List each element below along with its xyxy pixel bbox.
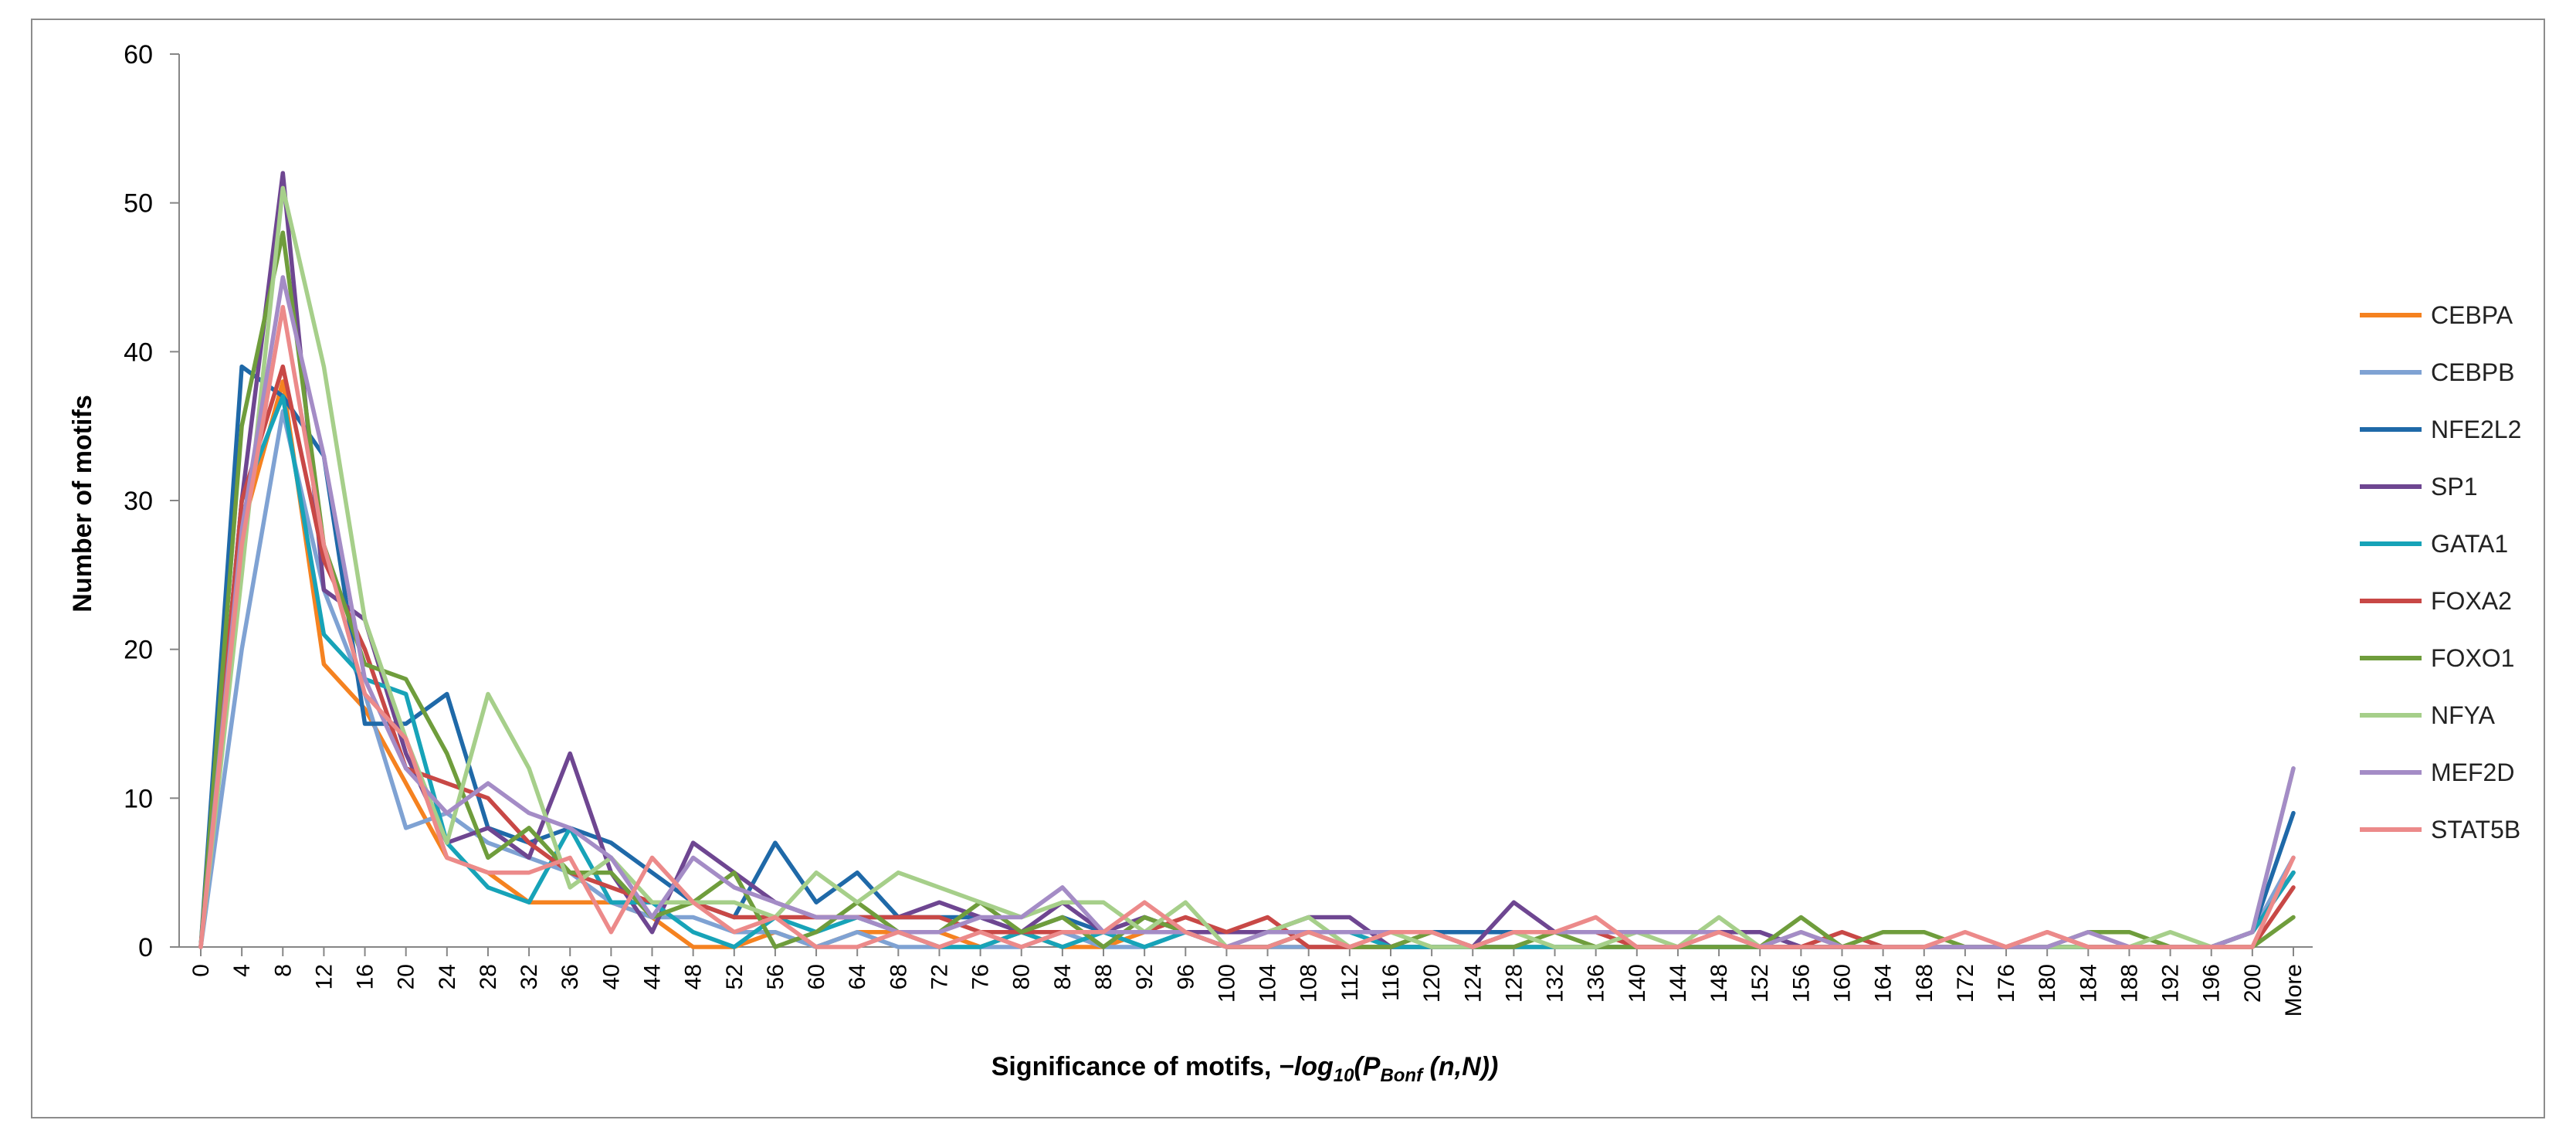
- series-line-cebpa: [198, 379, 2296, 949]
- legend-label-nfe2l2: NFE2L2: [2431, 416, 2521, 443]
- x-axis-title-formula: −log: [1279, 1052, 1334, 1081]
- series-line-sp1: [198, 171, 2296, 949]
- x-tick-label: 192: [2158, 964, 2184, 1003]
- x-tick-label: 12: [311, 964, 337, 989]
- series-line-cebpb: [198, 409, 2296, 949]
- x-tick-label: 144: [1666, 964, 1691, 1003]
- x-tick-label: 64: [845, 964, 870, 989]
- x-tick-label: 36: [558, 964, 583, 989]
- y-tick-label: 60: [124, 40, 153, 70]
- x-axis-title: Significance of motifs, −log10(PBonf (n,…: [991, 1052, 1499, 1086]
- legend-label-nfya: NFYA: [2431, 701, 2496, 729]
- series-line-foxo1: [198, 230, 2296, 949]
- x-tick-label: 28: [476, 964, 501, 989]
- y-tick-label: 50: [124, 189, 153, 219]
- series-line-foxa2: [198, 364, 2296, 949]
- x-tick-label: 136: [1584, 964, 1609, 1003]
- x-tick-label: 164: [1871, 964, 1896, 1003]
- legend-label-stat5b: STAT5B: [2431, 816, 2520, 843]
- x-tick-label: More: [2281, 964, 2307, 1017]
- x-tick-label: 160: [1829, 964, 1855, 1003]
- x-tick-label: 76: [968, 964, 994, 989]
- x-axis: 0 4 8 12 16 20 24 28 32 36 40 44 48 52 56 60 64 68 72 76 80 8…: [179, 946, 2313, 1017]
- x-axis-title-subscript: Bonf: [1380, 1065, 1424, 1086]
- x-tick-label: 56: [763, 964, 788, 989]
- x-tick-label: 184: [2076, 964, 2101, 1003]
- x-tick-label: 92: [1132, 964, 1158, 989]
- series-line-nfe2l2: [198, 364, 2296, 949]
- y-axis: 0 10 20 30 40 50 60: [124, 40, 180, 962]
- legend-label-cebpb: CEBPB: [2431, 358, 2514, 386]
- x-tick-label: 72: [927, 964, 952, 989]
- y-axis-title: Number of motifs: [68, 395, 97, 612]
- x-tick-label: 120: [1419, 964, 1445, 1003]
- x-tick-label: 104: [1256, 964, 1281, 1003]
- x-tick-label: 24: [435, 964, 460, 989]
- x-tick-label: 196: [2199, 964, 2225, 1003]
- x-tick-label: 124: [1460, 964, 1486, 1003]
- x-tick-label: 48: [681, 964, 707, 989]
- chart-frame: [31, 19, 2545, 1118]
- x-tick-label: 172: [1953, 964, 1978, 1003]
- x-tick-label: 80: [1009, 964, 1035, 989]
- x-tick-label: 116: [1378, 964, 1404, 1001]
- x-axis-title-close: (n,N)): [1422, 1052, 1498, 1081]
- series-line-nfya: [198, 185, 2296, 949]
- x-tick-label: 132: [1543, 964, 1568, 1003]
- x-tick-label: 40: [598, 964, 624, 989]
- x-tick-label: 8: [270, 964, 296, 977]
- x-tick-label: 52: [722, 964, 747, 989]
- x-axis-title-prefix: Significance of motifs,: [991, 1052, 1279, 1081]
- legend: CEBPA CEBPB NFE2L2 SP1 GATA1 FOXA2 FOXO1 NFYA ME…: [2360, 301, 2521, 843]
- x-tick-label: 168: [1912, 964, 1937, 1003]
- x-axis-title-open: (P: [1354, 1052, 1380, 1081]
- y-tick-label: 30: [124, 487, 153, 516]
- x-tick-label: 200: [2240, 964, 2266, 1003]
- legend-label-mef2d: MEF2D: [2431, 759, 2514, 786]
- series-lines: [198, 171, 2296, 949]
- x-tick-label: 176: [1994, 964, 2019, 1003]
- series-line-gata1: [198, 394, 2296, 949]
- legend-label-cebpa: CEBPA: [2431, 301, 2513, 329]
- series-line-stat5b: [198, 304, 2296, 949]
- x-tick-label: 156: [1788, 964, 1814, 1003]
- x-tick-label: 20: [394, 964, 419, 989]
- x-tick-label: 152: [1747, 964, 1773, 1003]
- series-line-mef2d: [198, 275, 2296, 949]
- x-axis-title-log-base: 10: [1334, 1065, 1354, 1086]
- y-tick-label: 20: [124, 636, 153, 665]
- x-tick-label: 148: [1707, 964, 1732, 1003]
- x-tick-label: 128: [1501, 964, 1527, 1003]
- x-tick-label: 16: [353, 964, 378, 989]
- x-tick-label: 68: [886, 964, 911, 989]
- y-tick-label: 10: [124, 784, 153, 813]
- x-tick-label: 96: [1173, 964, 1198, 989]
- x-tick-label: 180: [2035, 964, 2060, 1003]
- legend-label-sp1: SP1: [2431, 473, 2477, 501]
- legend-label-foxa2: FOXA2: [2431, 587, 2512, 615]
- x-tick-label: 188: [2117, 964, 2142, 1003]
- x-tick-label: 44: [640, 964, 666, 989]
- x-tick-label: 32: [517, 964, 542, 989]
- x-tick-label: 84: [1050, 964, 1076, 989]
- x-tick-label: 140: [1625, 964, 1650, 1003]
- y-tick-label: 0: [138, 933, 153, 962]
- legend-label-gata1: GATA1: [2431, 530, 2508, 558]
- x-tick-label: 88: [1091, 964, 1117, 989]
- legend-label-foxo1: FOXO1: [2431, 644, 2514, 672]
- x-tick-label: 100: [1214, 964, 1239, 1003]
- y-tick-label: 40: [124, 338, 153, 367]
- x-tick-label: 60: [804, 964, 829, 989]
- x-tick-label: 112: [1337, 964, 1363, 1001]
- x-tick-label: 4: [229, 964, 255, 977]
- x-tick-label: 0: [188, 964, 214, 977]
- x-tick-label: 108: [1296, 964, 1322, 1003]
